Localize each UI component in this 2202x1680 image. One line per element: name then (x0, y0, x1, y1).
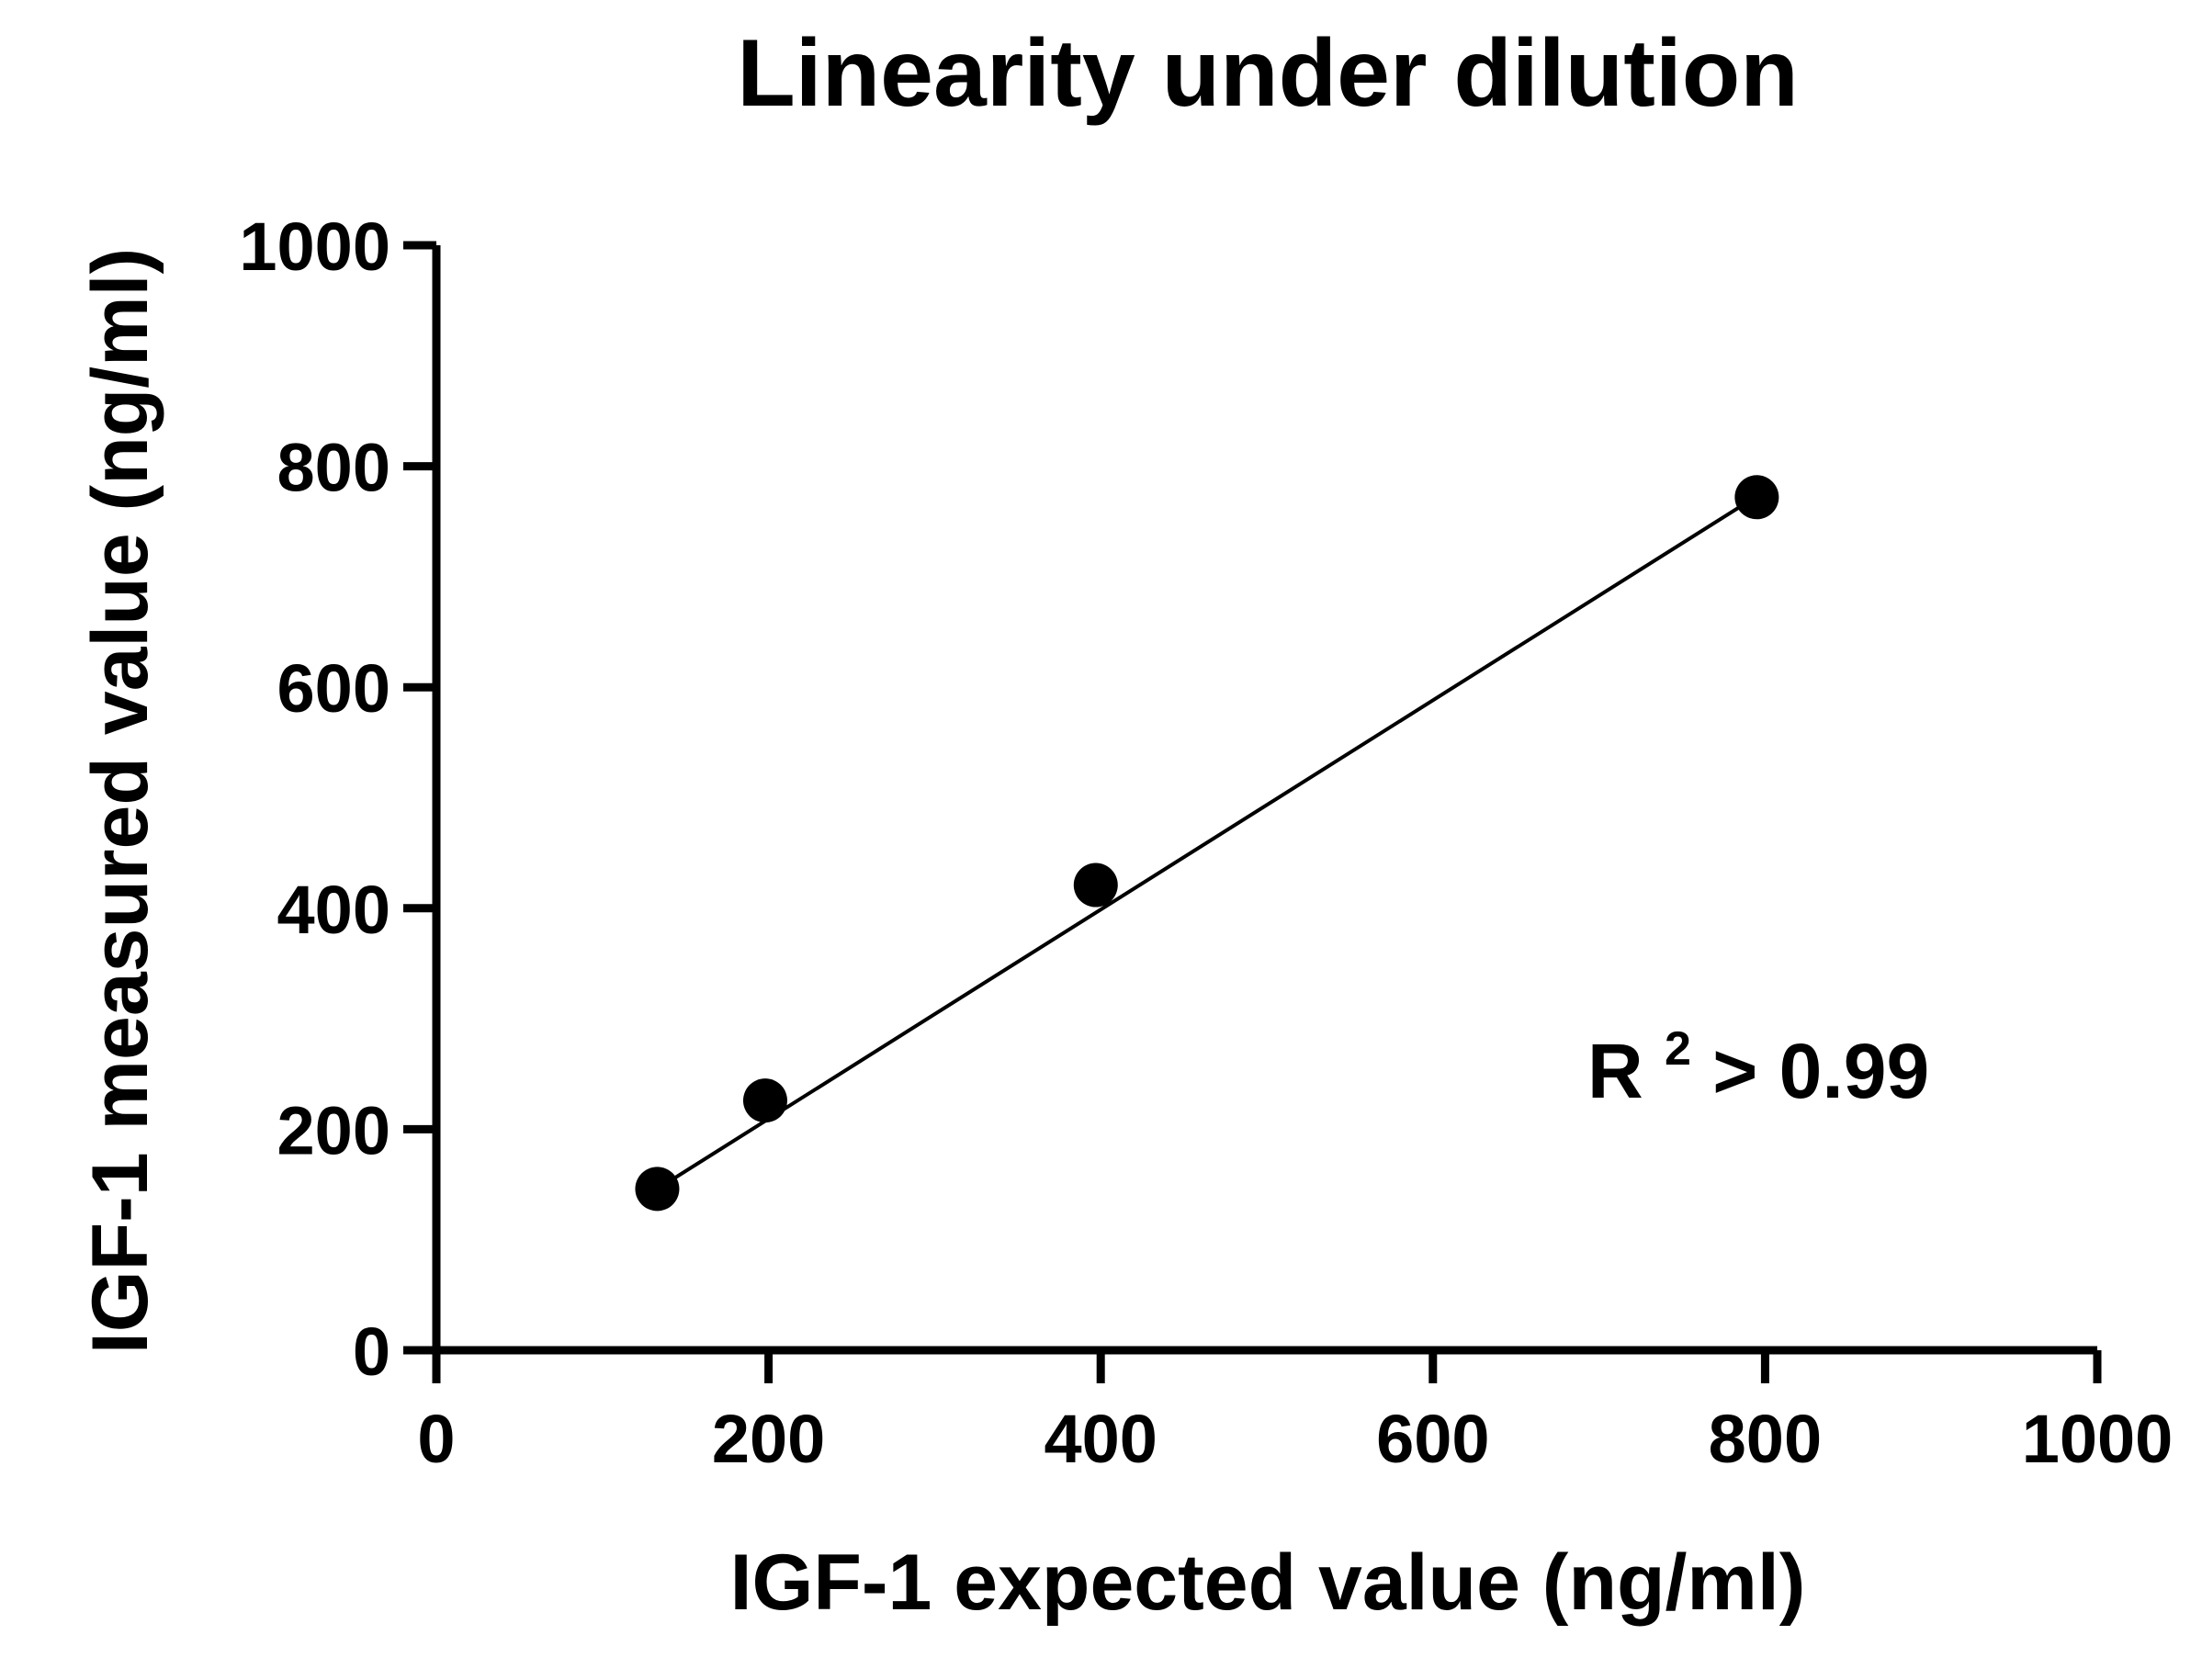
x-tick-label: 400 (1044, 1401, 1157, 1477)
x-tick-label: 600 (1376, 1401, 1489, 1477)
y-tick-label: 200 (277, 1092, 390, 1168)
y-axis-label: IGF-1 measured value (ng/ml) (76, 248, 164, 1354)
r-squared-value: > 0.99 (1712, 1028, 1929, 1114)
y-tick-label: 800 (277, 430, 390, 506)
x-tick-label: 0 (417, 1401, 455, 1477)
y-tick-label: 1000 (239, 209, 390, 285)
x-axis-label: IGF-1 expected value (ng/ml) (730, 1539, 1806, 1627)
data-point (1734, 475, 1779, 520)
x-tick-label: 200 (712, 1401, 825, 1477)
y-tick-label: 400 (277, 872, 390, 948)
chart-title: Linearity under dilution (737, 20, 1799, 127)
x-tick-label: 1000 (2022, 1401, 2174, 1477)
y-tick-label: 600 (277, 650, 390, 727)
y-ticks: 0 200 400 600 800 1000 (239, 209, 436, 1390)
data-point (1073, 863, 1118, 908)
r-squared-annotation: R 2 > 0.99 (1587, 995, 1929, 1114)
axes (432, 245, 2097, 1355)
data-point (635, 1167, 680, 1212)
y-tick-label: 0 (353, 1314, 390, 1390)
r-squared-letter: R (1587, 1028, 1643, 1114)
data-point (742, 1078, 787, 1123)
x-ticks: 0 200 400 600 800 1000 (417, 1350, 2173, 1477)
r-squared-superscript: 2 (1665, 1022, 1691, 1076)
fit-line-group (656, 494, 1758, 1191)
data-points (635, 475, 1779, 1212)
x-tick-label: 800 (1709, 1401, 1822, 1477)
fit-line (656, 494, 1758, 1191)
